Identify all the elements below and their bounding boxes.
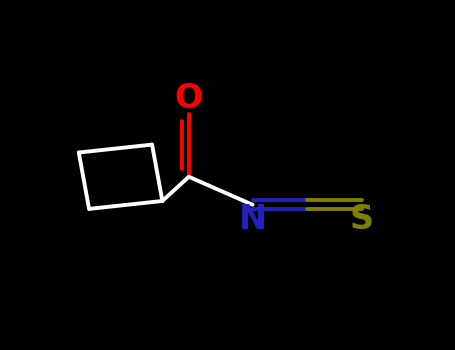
Text: O: O (175, 82, 203, 115)
Text: N: N (238, 203, 267, 236)
Text: S: S (350, 203, 374, 236)
